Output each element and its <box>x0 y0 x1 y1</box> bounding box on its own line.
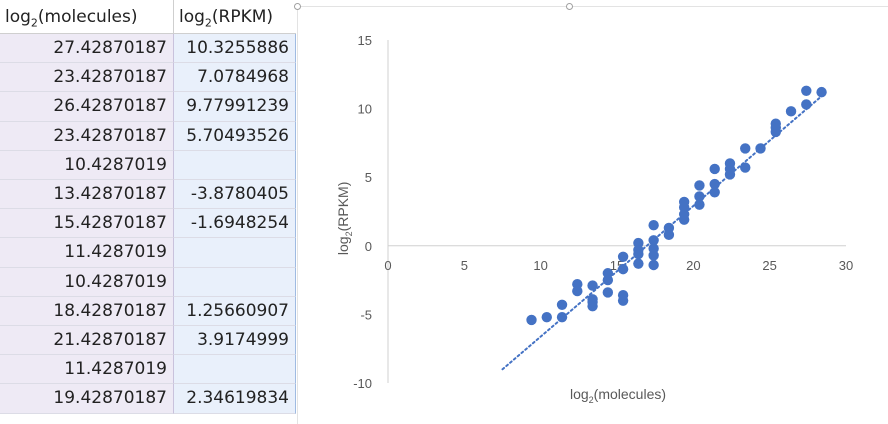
x-tick-label: 25 <box>762 258 776 273</box>
data-point <box>724 158 736 169</box>
data-point <box>617 251 629 262</box>
y-axis-title: log2(RPKM) <box>335 182 354 255</box>
y-tick-label: 15 <box>358 33 372 48</box>
data-point <box>633 237 644 249</box>
x-tick-label: 5 <box>461 258 468 273</box>
x-axis-title: log2(molecules) <box>570 386 666 405</box>
cell-rpkm-r3[interactable]: 9.77991239 <box>174 92 296 122</box>
cell-molecules-r5[interactable]: 10.4287019 <box>0 150 174 180</box>
cell-rpkm-r2[interactable]: 7.0784968 <box>174 63 296 93</box>
data-point <box>617 289 629 301</box>
cell-rpkm-r11[interactable]: 3.9174999 <box>174 326 296 356</box>
cell-molecules-r10[interactable]: 18.42870187 <box>0 296 174 326</box>
data-point <box>633 258 644 269</box>
chart-area[interactable]: 15 10 5 0 -5 -10 0 5 10 15 20 25 30 log2(molecules) lo… <box>294 3 888 424</box>
cell-molecules-r9[interactable]: 10.4287019 <box>0 267 174 297</box>
y-tick-label: 0 <box>365 239 372 254</box>
data-point <box>602 287 614 298</box>
data-point <box>801 85 812 96</box>
data-point <box>740 162 751 173</box>
x-tick-label: 10 <box>533 258 547 273</box>
cell-rpkm-r5[interactable] <box>174 150 296 180</box>
x-tick-label: 20 <box>686 258 700 273</box>
cell-rpkm-r8[interactable] <box>174 238 296 268</box>
data-point <box>785 106 797 117</box>
data-point <box>602 268 614 279</box>
data-point <box>816 86 827 98</box>
y-tick-label: -5 <box>360 307 372 322</box>
data-point <box>541 311 552 323</box>
cell-molecules-r13[interactable]: 19.42870187 <box>0 384 174 414</box>
cell-rpkm-r9[interactable] <box>174 267 296 297</box>
cell-rpkm-r7[interactable]: -1.6948254 <box>174 209 296 239</box>
data-point <box>587 280 598 291</box>
cell-rpkm-r1[interactable]: 10.3255886 <box>174 34 296 64</box>
data-point <box>587 294 598 305</box>
cell-molecules-r4[interactable]: 23.42870187 <box>0 121 174 151</box>
data-point <box>572 279 583 290</box>
data-point <box>663 222 675 234</box>
data-point <box>648 235 659 246</box>
cell-rpkm-r10[interactable]: 1.25660907 <box>174 296 296 326</box>
cell-rpkm-r13[interactable]: 2.34619834 <box>174 384 296 414</box>
x-tick-label: 30 <box>839 258 853 273</box>
data-point <box>709 163 720 175</box>
cell-molecules-r2[interactable]: 23.42870187 <box>0 63 174 93</box>
cell-molecules-r3[interactable]: 26.42870187 <box>0 92 174 122</box>
column-header-molecules[interactable]: log2(molecules) <box>0 0 174 34</box>
cell-rpkm-r4[interactable]: 5.70493526 <box>174 121 296 151</box>
chart-resize-handle-top[interactable] <box>566 3 573 10</box>
data-point <box>694 191 705 202</box>
cell-molecules-r7[interactable]: 15.42870187 <box>0 209 174 239</box>
data-point <box>648 220 659 231</box>
cell-molecules-r12[interactable]: 11.4287019 <box>0 355 174 385</box>
cell-rpkm-r6[interactable]: -3.8780405 <box>174 180 296 210</box>
data-point <box>709 178 720 190</box>
y-tick-label: -10 <box>353 376 372 391</box>
cell-molecules-r6[interactable]: 13.42870187 <box>0 180 174 210</box>
trendline <box>501 93 825 371</box>
cell-molecules-r1[interactable]: 27.42870187 <box>0 34 174 64</box>
data-point <box>526 314 537 326</box>
data-point <box>678 196 690 208</box>
y-tick-label: 10 <box>358 102 372 117</box>
cell-rpkm-r12[interactable] <box>174 355 296 385</box>
chart-resize-handle-left[interactable] <box>294 3 301 10</box>
cell-molecules-r11[interactable]: 21.42870187 <box>0 326 174 356</box>
cell-molecules-r8[interactable]: 11.4287019 <box>0 238 174 268</box>
data-point <box>801 99 812 110</box>
data-point <box>617 263 629 275</box>
data-point <box>694 180 705 191</box>
data-point <box>556 299 568 310</box>
y-tick-label: 5 <box>365 170 372 185</box>
data-point <box>694 199 705 210</box>
data-point <box>556 311 568 323</box>
data-point <box>770 118 781 129</box>
data-point <box>755 143 766 154</box>
data-point <box>648 243 659 254</box>
spreadsheet-panel: log2(molecules) log2(RPKM) 27.42870187 10.3… <box>0 0 296 423</box>
data-point <box>709 187 720 198</box>
column-header-rpkm[interactable]: log2(RPKM) <box>174 0 296 34</box>
data-point <box>648 259 659 271</box>
x-tick-label: 0 <box>384 258 391 273</box>
data-point <box>740 143 751 154</box>
